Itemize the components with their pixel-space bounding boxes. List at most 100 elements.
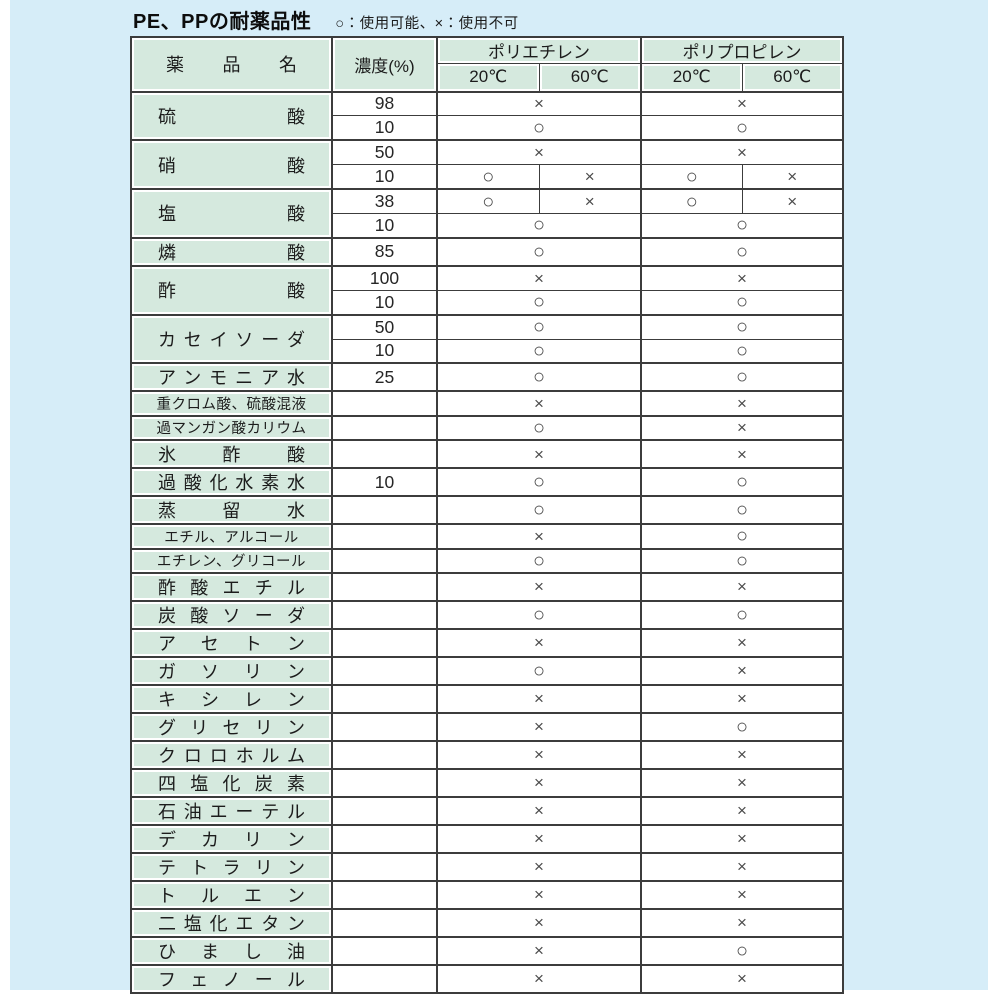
pp-60-mark: × xyxy=(741,188,844,214)
pp-20-mark: ○ xyxy=(640,188,743,214)
table-row: トルエン × × xyxy=(130,879,844,910)
table-row: キシレン × × xyxy=(130,683,844,714)
pp-mark: × xyxy=(640,390,844,417)
concentration-cell xyxy=(331,571,438,602)
table-row: エチル、アルコール × ○ xyxy=(130,523,844,550)
table-row: 10 ○ ○ xyxy=(131,212,844,239)
concentration-cell: 25 xyxy=(331,362,438,392)
concentration-cell xyxy=(331,823,438,854)
col-header-pe-20c: 20℃ xyxy=(436,63,540,92)
concentration-cell xyxy=(331,523,438,550)
pp-mark: ○ xyxy=(640,495,844,525)
chemical-name-cell: フェノール xyxy=(130,963,333,994)
chemical-name-cell: テトラリン xyxy=(130,851,333,882)
chemical-name-cell: デカリン xyxy=(130,823,333,854)
pp-mark: × xyxy=(640,739,844,770)
page-title: PE、PPの耐薬品性 xyxy=(133,11,312,33)
pp-mark: ○ xyxy=(640,935,844,966)
table-row: 10 ○ ○ xyxy=(131,338,844,364)
pe-mark: ○ xyxy=(436,495,642,525)
table-row: 燐酸 85 ○ ○ xyxy=(130,236,844,267)
concentration-cell xyxy=(331,851,438,882)
concentration-cell: 50 xyxy=(331,139,438,166)
chemical-name-cell: 過酸化水素水 xyxy=(130,467,333,497)
col-header-concentration: 濃度(%) xyxy=(331,36,438,92)
concentration-cell: 10 xyxy=(331,289,438,316)
pe-60-mark: × xyxy=(538,188,642,214)
concentration-cell xyxy=(331,627,438,658)
table-row: 硫酸 98 × × xyxy=(130,90,844,141)
pp-mark: ○ xyxy=(640,711,844,742)
concentration-cell: 38 xyxy=(331,188,438,214)
concentration-cell xyxy=(331,795,438,826)
pp-mark: ○ xyxy=(640,547,844,574)
pp-mark: ○ xyxy=(640,362,844,392)
table-row: テトラリン × × xyxy=(130,851,844,882)
chemical-name-cell: 燐酸 xyxy=(130,236,333,267)
table-row: エチレン、グリコール ○ ○ xyxy=(130,547,844,574)
pe-mark: × xyxy=(436,523,642,550)
chemical-name-cell: アセトン xyxy=(130,627,333,658)
pe-mark: × xyxy=(436,879,642,910)
chemical-name-cell: 過マンガン酸カリウム xyxy=(130,414,333,441)
table-row: 酢酸 100 × × xyxy=(130,264,844,316)
header-row-temps: 20℃ 60℃ 20℃ 60℃ xyxy=(131,63,844,92)
chemical-name-cell: 蒸留水 xyxy=(130,495,333,525)
concentration-cell xyxy=(331,935,438,966)
pe-mark: × xyxy=(436,90,642,117)
concentration-cell xyxy=(331,739,438,770)
col-header-polyethylene: ポリエチレン xyxy=(436,36,642,64)
col-header-polypropylene: ポリプロピレン xyxy=(640,36,844,64)
table-row: 過マンガン酸カリウム ○ × xyxy=(130,414,844,441)
chemical-name-cell: エチル、アルコール xyxy=(130,523,333,550)
concentration-cell: 85 xyxy=(331,236,438,267)
pp-mark: × xyxy=(640,879,844,910)
concentration-cell xyxy=(331,599,438,630)
table-row: ひまし油 × ○ xyxy=(130,935,844,966)
pe-mark: × xyxy=(436,390,642,417)
pp-mark: × xyxy=(640,907,844,938)
table-row: 硝酸 50 × × xyxy=(130,139,844,190)
concentration-cell: 10 xyxy=(331,115,438,141)
chemical-name-cell: 炭酸ソーダ xyxy=(130,599,333,630)
chemical-name-cell: アンモニア水 xyxy=(130,362,333,392)
concentration-cell xyxy=(331,711,438,742)
pe-mark: × xyxy=(436,851,642,882)
chemical-name-cell: トルエン xyxy=(130,879,333,910)
pp-mark: × xyxy=(640,264,844,291)
concentration-cell xyxy=(331,439,438,469)
pe-20-mark: ○ xyxy=(436,188,540,214)
chemical-name-cell: 二塩化エタン xyxy=(130,907,333,938)
concentration-cell: 50 xyxy=(331,313,438,340)
pe-mark: × xyxy=(436,439,642,469)
pp-mark: ○ xyxy=(640,338,844,364)
pp-mark: × xyxy=(640,851,844,882)
table-row: アセトン × × xyxy=(130,627,844,658)
chemical-name-cell: ひまし油 xyxy=(130,935,333,966)
concentration-cell xyxy=(331,655,438,686)
table-row: 石油エーテル × × xyxy=(130,795,844,826)
pp-mark: × xyxy=(640,655,844,686)
header-row-groups: 薬品名 濃度(%) ポリエチレン ポリプロピレン xyxy=(130,36,844,92)
pe-mark: × xyxy=(436,907,642,938)
pp-mark: ○ xyxy=(640,467,844,497)
concentration-cell: 10 xyxy=(331,164,438,190)
concentration-cell xyxy=(331,879,438,910)
pp-mark: × xyxy=(640,439,844,469)
concentration-cell xyxy=(331,495,438,525)
table-row: 酢酸エチル × × xyxy=(130,571,844,602)
table-row: 氷酢酸 × × xyxy=(130,439,844,469)
chemical-name-cell: カセイソーダ xyxy=(130,313,333,364)
col-header-chemical: 薬品名 xyxy=(130,36,333,92)
pp-mark: × xyxy=(640,823,844,854)
col-header-pe-60c: 60℃ xyxy=(538,63,642,92)
pe-mark: × xyxy=(436,935,642,966)
pp-mark: ○ xyxy=(640,599,844,630)
concentration-cell xyxy=(331,907,438,938)
table-row: デカリン × × xyxy=(130,823,844,854)
pe-mark: ○ xyxy=(436,338,642,364)
chemical-name-cell: 塩酸 xyxy=(130,188,333,239)
pp-mark: × xyxy=(640,795,844,826)
pe-mark: ○ xyxy=(436,212,642,239)
pe-mark: × xyxy=(436,264,642,291)
